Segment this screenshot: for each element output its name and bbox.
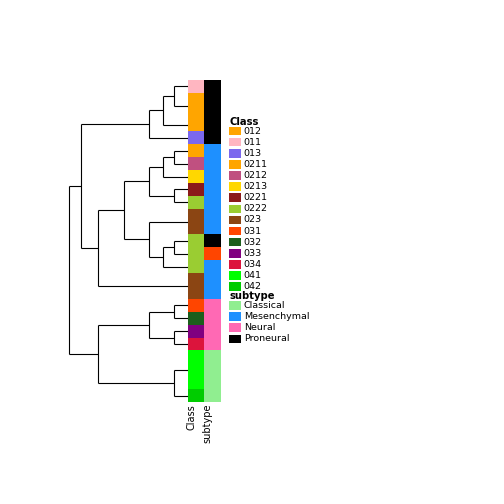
Bar	[229, 260, 241, 269]
Bar	[188, 157, 205, 170]
Bar	[188, 350, 205, 389]
Bar	[229, 194, 241, 202]
Text: 042: 042	[244, 282, 262, 291]
Text: 032: 032	[244, 238, 262, 246]
Bar	[205, 144, 221, 157]
Bar	[205, 183, 221, 196]
Bar	[188, 80, 205, 93]
Text: 0221: 0221	[244, 193, 268, 202]
Text: 0211: 0211	[244, 160, 268, 169]
Bar	[205, 196, 221, 209]
Bar	[229, 249, 241, 258]
Text: Proneural: Proneural	[244, 334, 289, 343]
Bar	[205, 299, 221, 312]
Bar	[229, 324, 241, 332]
Bar	[188, 144, 205, 157]
Bar	[229, 227, 241, 235]
Bar	[229, 271, 241, 280]
Text: 0222: 0222	[244, 204, 268, 213]
Bar	[188, 118, 205, 132]
Bar	[205, 273, 221, 299]
Bar	[229, 312, 241, 321]
Bar	[188, 196, 205, 209]
Text: 041: 041	[244, 271, 262, 280]
Bar	[205, 247, 221, 260]
Text: Class: Class	[229, 117, 259, 127]
Bar	[188, 389, 205, 402]
Bar	[188, 312, 205, 325]
Bar	[188, 299, 205, 312]
Bar	[205, 234, 221, 247]
Bar	[188, 247, 205, 260]
Text: 031: 031	[244, 227, 262, 235]
Bar	[188, 170, 205, 183]
Bar	[188, 273, 205, 299]
Bar	[229, 205, 241, 213]
Bar	[188, 183, 205, 196]
Bar	[205, 325, 221, 338]
Text: 013: 013	[244, 149, 262, 158]
Bar	[205, 312, 221, 325]
Text: 011: 011	[244, 138, 262, 147]
Text: 0212: 0212	[244, 171, 268, 180]
Text: 034: 034	[244, 260, 262, 269]
Bar	[229, 149, 241, 158]
Text: Class: Class	[186, 404, 196, 429]
Text: Neural: Neural	[244, 323, 275, 332]
Bar	[188, 93, 205, 118]
Text: subtype: subtype	[203, 404, 213, 443]
Bar	[205, 118, 221, 132]
Bar	[205, 157, 221, 170]
Bar	[188, 132, 205, 144]
Text: 012: 012	[244, 127, 262, 136]
Bar	[205, 80, 221, 93]
Text: Mesenchymal: Mesenchymal	[244, 312, 309, 321]
Text: 033: 033	[244, 249, 262, 258]
Bar	[188, 260, 205, 273]
Text: 023: 023	[244, 215, 262, 224]
Text: Classical: Classical	[244, 301, 285, 310]
Bar	[205, 209, 221, 234]
Bar	[205, 338, 221, 350]
Bar	[205, 350, 221, 389]
Bar	[205, 132, 221, 144]
Text: 0213: 0213	[244, 182, 268, 191]
Bar	[229, 160, 241, 169]
Bar	[188, 209, 205, 234]
Bar	[229, 301, 241, 310]
Bar	[188, 234, 205, 247]
Bar	[229, 182, 241, 191]
Text: subtype: subtype	[229, 291, 275, 301]
Bar	[188, 338, 205, 350]
Bar	[229, 238, 241, 246]
Bar	[205, 389, 221, 402]
Bar	[229, 127, 241, 135]
Bar	[229, 138, 241, 146]
Bar	[229, 171, 241, 180]
Bar	[188, 325, 205, 338]
Bar	[205, 260, 221, 273]
Bar	[229, 216, 241, 224]
Bar	[229, 335, 241, 343]
Bar	[205, 93, 221, 118]
Bar	[229, 282, 241, 291]
Bar	[205, 170, 221, 183]
